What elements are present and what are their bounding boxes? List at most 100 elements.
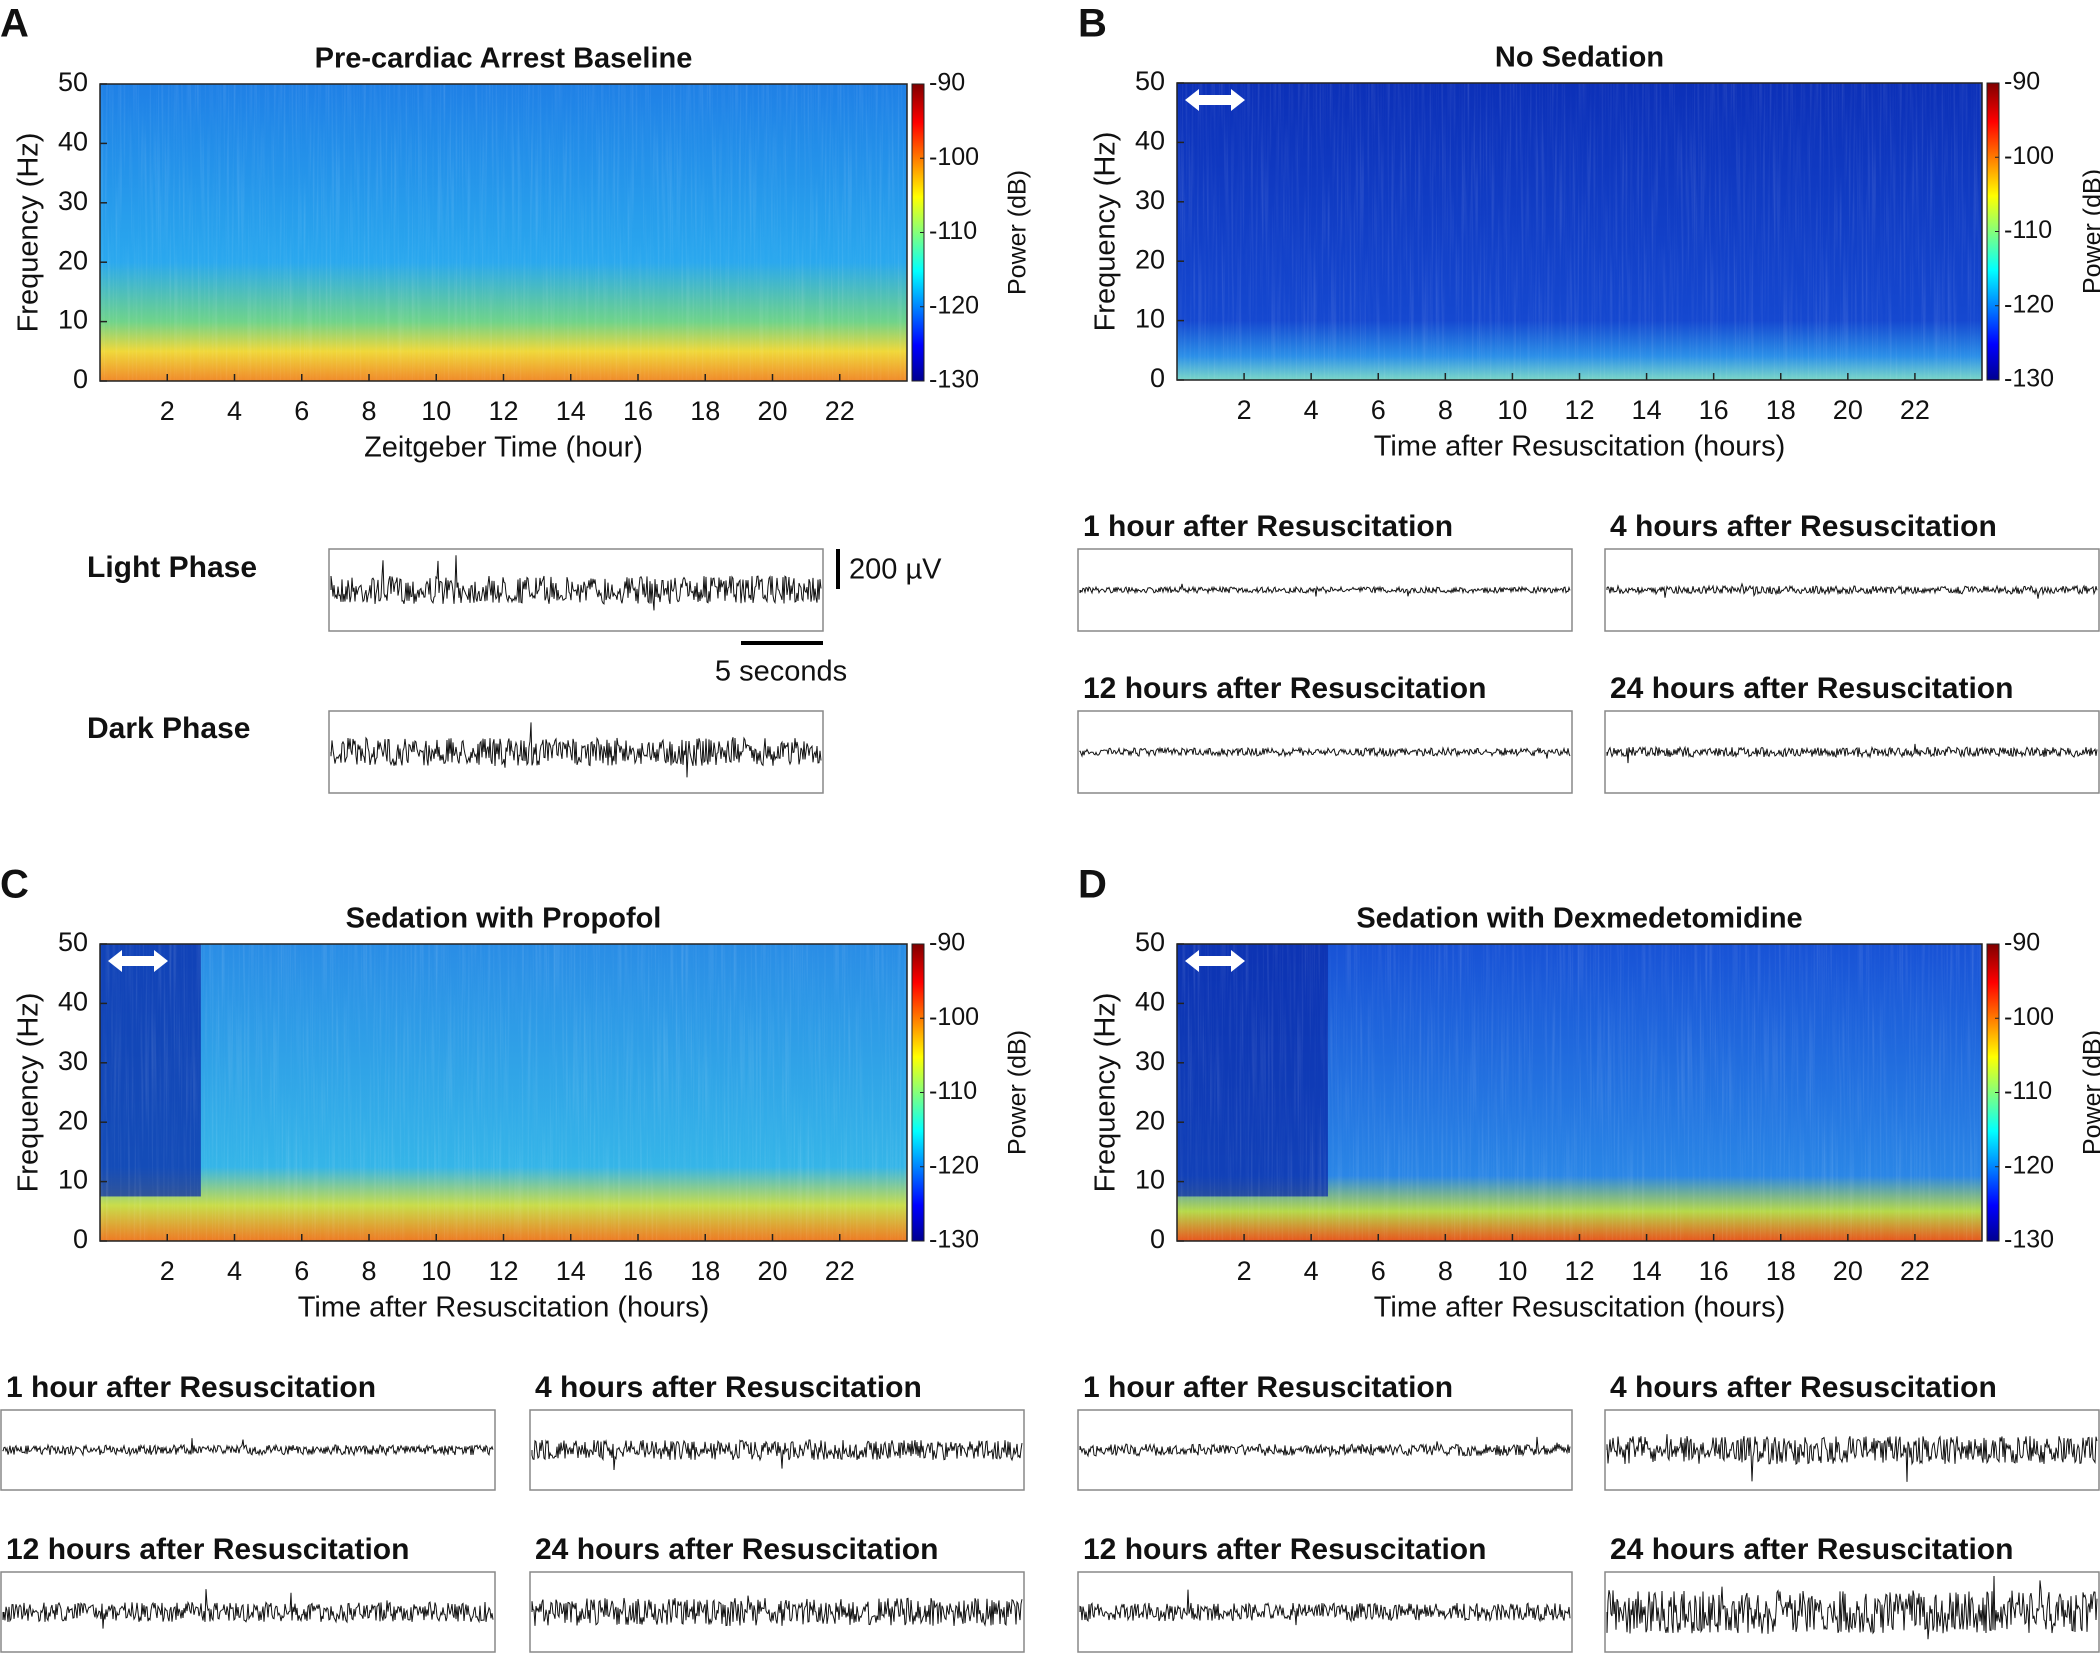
eeg-trace <box>2 1438 494 1457</box>
y-tick-label: 20 <box>58 245 88 275</box>
colorbar-tick-label: -90 <box>2004 68 2040 96</box>
x-tick-label: 10 <box>1497 395 1527 425</box>
trace-label: 4 hours after Resuscitation <box>1610 510 1997 543</box>
y-tick-label: 40 <box>1135 126 1165 156</box>
y-tick-label: 30 <box>1135 185 1165 215</box>
x-tick-label: 12 <box>488 396 518 426</box>
colorbar-tick-label: -120 <box>2004 290 2054 318</box>
x-tick-label: 18 <box>690 396 720 426</box>
colorbar-label: Power (dB) <box>2079 1030 2100 1155</box>
colorbar-tick-label: -110 <box>929 217 977 245</box>
panel-letter: D <box>1078 863 1107 907</box>
panel-title: Pre-cardiac Arrest Baseline <box>315 43 693 75</box>
eeg-trace <box>2 1589 494 1629</box>
trace-label: 12 hours after Resuscitation <box>6 1533 409 1566</box>
x-tick-label: 14 <box>1632 1256 1662 1286</box>
x-tick-label: 20 <box>757 396 787 426</box>
trace-label: 12 hours after Resuscitation <box>1083 672 1486 705</box>
eeg-trace <box>1606 582 2098 599</box>
trace-label: 1 hour after Resuscitation <box>6 1371 376 1404</box>
y-tick-label: 0 <box>73 364 88 394</box>
amplitude-scale-label: 200 µV <box>849 554 942 586</box>
trace-label: 24 hours after Resuscitation <box>535 1533 938 1566</box>
time-scale-label: 5 seconds <box>715 656 847 688</box>
eeg-trace <box>531 1439 1023 1471</box>
colorbar-tick-label: -90 <box>929 69 965 97</box>
x-tick-label: 8 <box>1438 395 1453 425</box>
y-tick-label: 10 <box>1135 1165 1165 1195</box>
x-tick-label: 12 <box>488 1256 518 1286</box>
y-tick-label: 50 <box>58 67 88 97</box>
x-tick-label: 4 <box>227 396 242 426</box>
spectrogram-texture <box>100 944 907 1241</box>
trace-label: Light Phase <box>87 551 257 584</box>
y-tick-label: 10 <box>1135 304 1165 334</box>
x-axis-label: Zeitgeber Time (hour) <box>364 432 643 464</box>
y-tick-label: 30 <box>58 186 88 216</box>
x-tick-label: 14 <box>556 1256 586 1286</box>
colorbar-label: Power (dB) <box>1004 1030 1032 1155</box>
y-axis-label: Frequency (Hz) <box>13 993 45 1193</box>
x-tick-label: 10 <box>1497 1256 1527 1286</box>
colorbar-tick-label: -100 <box>2004 142 2054 170</box>
colorbar-tick-label: -110 <box>929 1077 977 1105</box>
x-tick-label: 6 <box>294 396 309 426</box>
x-tick-label: 4 <box>1304 395 1319 425</box>
x-tick-label: 18 <box>1766 1256 1796 1286</box>
trace-box <box>1077 710 1573 794</box>
x-tick-label: 10 <box>421 396 451 426</box>
x-tick-label: 18 <box>690 1256 720 1286</box>
trace-label: Dark Phase <box>87 712 250 745</box>
eeg-trace <box>330 555 822 611</box>
y-tick-label: 40 <box>58 127 88 157</box>
y-tick-label: 50 <box>1135 927 1165 957</box>
panel-letter: C <box>0 863 29 907</box>
x-tick-label: 12 <box>1564 1256 1594 1286</box>
y-tick-label: 40 <box>1135 987 1165 1017</box>
colorbar-tick-label: -100 <box>2004 1003 2054 1031</box>
x-tick-label: 20 <box>757 1256 787 1286</box>
colorbar-tick-label: -110 <box>2004 1077 2052 1105</box>
y-tick-label: 50 <box>58 927 88 957</box>
x-tick-label: 6 <box>1371 1256 1386 1286</box>
x-tick-label: 8 <box>361 1256 376 1286</box>
x-tick-label: 22 <box>1900 395 1930 425</box>
x-tick-label: 18 <box>1766 395 1796 425</box>
x-tick-label: 2 <box>160 396 175 426</box>
x-tick-label: 16 <box>1699 395 1729 425</box>
colorbar-tick-label: -130 <box>929 1226 979 1254</box>
trace-label: 12 hours after Resuscitation <box>1083 1533 1486 1566</box>
spectrogram-texture <box>1177 944 1982 1241</box>
x-tick-label: 2 <box>1237 395 1252 425</box>
eeg-trace <box>1079 1436 1571 1458</box>
x-tick-label: 6 <box>1371 395 1386 425</box>
trace-label: 4 hours after Resuscitation <box>535 1371 922 1404</box>
x-axis-label: Time after Resuscitation (hours) <box>1374 1292 1786 1324</box>
y-tick-label: 0 <box>1150 1224 1165 1254</box>
x-axis-label: Time after Resuscitation (hours) <box>298 1292 710 1324</box>
window-arrow <box>1185 89 1245 111</box>
x-tick-label: 6 <box>294 1256 309 1286</box>
y-tick-label: 20 <box>1135 244 1165 274</box>
panel-title: No Sedation <box>1495 42 1664 74</box>
panel-title: Sedation with Propofol <box>346 903 662 935</box>
x-tick-label: 14 <box>1632 395 1662 425</box>
x-tick-label: 22 <box>825 396 855 426</box>
panel-letter: A <box>0 2 29 46</box>
panel-title: Sedation with Dexmedetomidine <box>1356 903 1802 935</box>
eeg-trace <box>1606 743 2098 764</box>
trace-box <box>1604 548 2100 632</box>
x-tick-label: 16 <box>1699 1256 1729 1286</box>
colorbar-tick-label: -100 <box>929 143 979 171</box>
y-tick-label: 20 <box>58 1105 88 1135</box>
y-tick-label: 0 <box>73 1224 88 1254</box>
x-tick-label: 20 <box>1833 395 1863 425</box>
panel-letter: B <box>1078 2 1107 46</box>
trace-label: 1 hour after Resuscitation <box>1083 1371 1453 1404</box>
spectrogram-texture <box>100 84 907 381</box>
trace-box <box>1604 1571 2100 1653</box>
colorbar-tick-label: -120 <box>929 1151 979 1179</box>
eeg-trace <box>1079 746 1571 759</box>
y-tick-label: 40 <box>58 987 88 1017</box>
y-tick-label: 0 <box>1150 363 1165 393</box>
